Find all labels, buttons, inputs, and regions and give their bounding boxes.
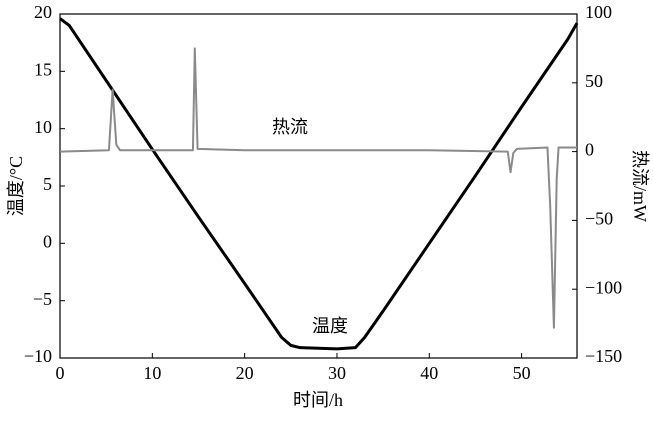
y-tick-label: 15 [34,59,52,79]
y2-tick-label: 100 [585,2,612,22]
y-tick-label: 20 [34,2,52,22]
y2-tick-label: 0 [585,140,594,160]
series-label: 温度 [312,316,348,336]
y2-tick-label: −50 [585,209,613,229]
x-axis-label: 时间/h [293,390,343,410]
y-tick-label: 5 [43,174,52,194]
x-tick-label: 10 [143,363,161,383]
y-tick-label: 0 [43,231,52,251]
y2-tick-label: 50 [585,71,603,91]
y-tick-label: 10 [34,117,52,137]
x-tick-label: 30 [328,363,346,383]
y2-tick-label: −150 [585,346,622,366]
x-tick-label: 50 [513,363,531,383]
y-axis-label: 温度/°C [6,156,26,216]
y-tick-label: −10 [24,346,52,366]
y2-axis-label: 热流/mW [630,150,650,222]
series-line [59,47,577,329]
x-tick-label: 0 [56,363,65,383]
y-tick-label: −5 [33,289,52,309]
y2-tick-label: −100 [585,277,622,297]
x-tick-label: 40 [420,363,438,383]
series-label: 热流 [272,117,308,137]
x-tick-label: 20 [236,363,254,383]
series-line [59,17,579,351]
plot-frame [59,13,578,359]
